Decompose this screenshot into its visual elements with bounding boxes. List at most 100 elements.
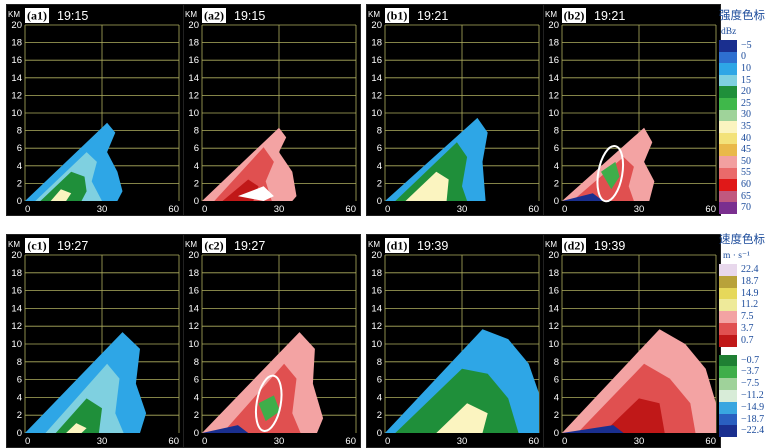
radar-echo-region	[562, 425, 624, 433]
legend-tick-label: −22.4	[741, 425, 765, 437]
legend-tick-label: −0.7	[741, 354, 760, 366]
panel-label: (a1)	[27, 9, 47, 23]
legend-color-swatch	[719, 51, 737, 64]
y-tick-label: 4	[17, 392, 22, 403]
legend-tick-label: −11.2	[741, 389, 764, 401]
radar-echo-region	[45, 363, 124, 433]
radar-echo-region	[562, 193, 604, 201]
legend-color-swatch	[719, 144, 737, 156]
panel-time: 19:21	[417, 9, 448, 23]
y-tick-label: 10	[11, 108, 22, 119]
legend-tick-label: 15	[741, 74, 751, 86]
legend-color-swatch	[719, 287, 737, 300]
radar-panel-b2: 20 18 16 14 12 10 8 6 4 2 0 0 30 60 KM (b2) 19:21	[543, 4, 721, 216]
y-tick-label: 20	[188, 250, 199, 261]
legend-color-swatch	[719, 179, 737, 191]
x-tick-label: 0	[385, 204, 390, 215]
y-tick-label: 8	[377, 126, 382, 137]
panel-label: (b2)	[564, 9, 585, 23]
y-tick-label: 16	[548, 286, 559, 297]
y-tick-label: 2	[377, 410, 382, 421]
legend-color-swatch	[719, 156, 737, 168]
legend-color-swatch	[719, 354, 737, 367]
y-tick-label: 20	[548, 20, 559, 31]
highlight-circle	[254, 374, 283, 432]
legend-tick-label: 14.9	[741, 287, 759, 299]
velocity-legend-unit: m · s⁻¹	[723, 251, 750, 261]
x-tick-label: 60	[345, 204, 356, 215]
radar-echo-region	[214, 147, 274, 201]
panel-time: 19:21	[594, 9, 625, 23]
legend-tick-label: 22.4	[741, 263, 759, 275]
legend-color-swatch	[719, 334, 737, 347]
y-tick-label: 16	[11, 55, 22, 66]
y-tick-label: 12	[371, 321, 382, 332]
y-tick-label: 18	[371, 268, 382, 279]
y-tick-label: 10	[548, 108, 559, 119]
y-tick-label: 14	[371, 303, 382, 314]
radar-panel-c1: 20 18 16 14 12 10 8 6 4 2 0 0 30 60 KM (c1) 19:27	[6, 234, 184, 448]
x-tick-label: 30	[634, 204, 645, 215]
y-tick-label: 0	[194, 196, 199, 207]
legend-color-swatch	[719, 74, 737, 87]
y-tick-label: 2	[194, 178, 199, 189]
y-tick-label: 2	[194, 410, 199, 421]
y-tick-label: 10	[371, 108, 382, 119]
panel-label-box	[25, 238, 49, 253]
radar-panel-b1: 20 18 16 14 12 10 8 6 4 2 0 0 30 60 KM (b1) 19:21	[366, 4, 544, 216]
y-tick-label: 4	[194, 392, 199, 403]
legend-tick-label: −3.7	[741, 366, 760, 378]
legend-color-swatch	[719, 275, 737, 288]
radar-panel-c2: 20 18 16 14 12 10 8 6 4 2 0 0 30 60 KM (c2) 19:27	[183, 234, 361, 448]
radar-echo-region	[25, 122, 123, 201]
y-tick-label: 4	[554, 392, 559, 403]
radar-echo-region	[601, 161, 620, 190]
y-tick-label: 4	[377, 392, 382, 403]
x-tick-label: 0	[562, 436, 567, 447]
legend-color-swatch	[719, 40, 737, 52]
y-unit-label: KM	[185, 10, 197, 19]
y-tick-label: 16	[188, 286, 199, 297]
y-tick-label: 4	[554, 161, 559, 172]
y-tick-label: 6	[17, 375, 22, 386]
radar-grid	[201, 24, 357, 201]
y-unit-label: KM	[368, 240, 380, 249]
legend-tick-label: 70	[741, 202, 751, 214]
legend-tick-label: 18.7	[741, 275, 759, 287]
legend-color-swatch	[719, 190, 737, 203]
panel-label-box	[25, 8, 49, 23]
y-tick-label: 14	[11, 73, 22, 84]
legend-tick-label: −18.7	[741, 413, 765, 425]
intensity-legend-title: 强度色标	[719, 10, 765, 22]
legend-color-swatch	[719, 202, 737, 214]
legend-tick-label: 3.7	[741, 322, 754, 334]
y-tick-label: 20	[548, 250, 559, 261]
y-tick-label: 2	[17, 410, 22, 421]
legend-color-swatch	[719, 413, 737, 426]
y-tick-label: 2	[17, 178, 22, 189]
legend-tick-label: 7.5	[741, 311, 754, 323]
y-tick-label: 6	[377, 375, 382, 386]
y-tick-label: 12	[188, 321, 199, 332]
x-tick-label: 30	[274, 204, 285, 215]
y-tick-label: 8	[17, 126, 22, 137]
legend-color-swatch	[719, 323, 737, 335]
radar-echo-region	[237, 186, 274, 201]
radar-echo-region	[50, 189, 72, 201]
y-tick-label: 18	[11, 268, 22, 279]
x-tick-label: 60	[168, 204, 179, 215]
y-unit-label: KM	[545, 240, 557, 249]
y-tick-label: 12	[548, 90, 559, 101]
legend-color-swatch	[719, 63, 737, 75]
y-tick-label: 4	[17, 161, 22, 172]
radar-panel-d2: 20 18 16 14 12 10 8 6 4 2 0 0 30 60 KM (d2) 19:39	[543, 234, 721, 448]
y-tick-label: 20	[371, 20, 382, 31]
panel-label: (c1)	[27, 239, 46, 253]
legend-color-swatch	[719, 86, 737, 98]
y-tick-label: 6	[17, 143, 22, 154]
